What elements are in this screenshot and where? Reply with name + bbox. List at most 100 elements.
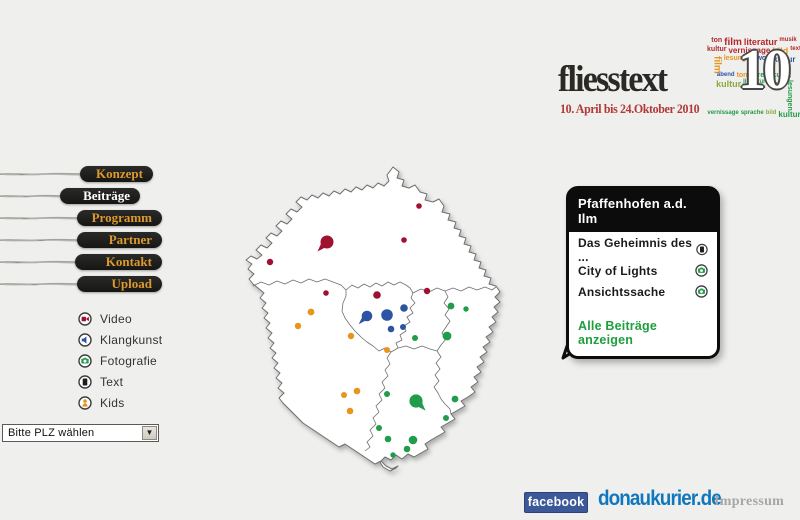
map-dot[interactable] bbox=[401, 237, 407, 243]
site-logo-title: fliesstext bbox=[558, 59, 668, 100]
map-dot[interactable] bbox=[400, 304, 408, 312]
cloud-word: literatur bbox=[743, 37, 778, 48]
cloud-word: sprechkunst bbox=[749, 72, 792, 80]
map-dot[interactable] bbox=[341, 392, 347, 398]
cloud-word: ton bbox=[711, 37, 723, 45]
map-dot[interactable] bbox=[442, 331, 452, 341]
legend-label: Kids bbox=[100, 395, 125, 410]
map-inner-borders bbox=[252, 278, 497, 452]
map-dot[interactable] bbox=[266, 258, 274, 266]
map-dot[interactable] bbox=[381, 309, 393, 321]
nav-item-kontakt[interactable]: Kontakt bbox=[75, 254, 162, 270]
map-dot[interactable] bbox=[361, 310, 373, 322]
cloud-word: text bbox=[767, 78, 784, 89]
entry-title: Das Geheimnis des ... bbox=[578, 235, 693, 264]
map-dot[interactable] bbox=[347, 332, 355, 340]
map-dot-tail bbox=[317, 242, 327, 252]
category-legend: Video Klangkunst Fotografie Text Kids bbox=[78, 308, 162, 413]
map-dot[interactable] bbox=[409, 394, 423, 408]
nav-item-upload[interactable]: Upload bbox=[77, 276, 162, 292]
brush-stroke bbox=[0, 260, 87, 264]
map-dot[interactable] bbox=[443, 415, 449, 421]
nav-item-beitraege[interactable]: Beiträge bbox=[60, 188, 140, 204]
video-icon bbox=[78, 312, 92, 326]
brush-stroke bbox=[0, 282, 89, 286]
map-dot[interactable] bbox=[384, 347, 390, 353]
map-dot[interactable] bbox=[307, 308, 315, 316]
brush-stroke bbox=[0, 238, 89, 242]
map-dot[interactable] bbox=[384, 435, 392, 443]
legend-label: Text bbox=[100, 374, 124, 389]
entry-title: City of Lights bbox=[578, 263, 658, 278]
legend-item-fotografie[interactable]: Fotografie bbox=[78, 350, 162, 371]
popup-title: Pfaffenhofen a.d. Ilm bbox=[569, 189, 717, 232]
legend-item-klangkunst[interactable]: Klangkunst bbox=[78, 329, 162, 350]
cloud-word: sprache bbox=[740, 109, 764, 116]
kids-icon bbox=[78, 396, 92, 410]
nav-item-programm[interactable]: Programm bbox=[77, 210, 162, 226]
district-map bbox=[245, 166, 501, 472]
map-dot[interactable] bbox=[408, 435, 418, 445]
logo-word-cloud-words: ton film literatur musik kultur vernissage bil… bbox=[706, 16, 800, 140]
text-icon bbox=[78, 375, 92, 389]
map-dot[interactable] bbox=[463, 306, 469, 312]
chevron-down-icon[interactable]: ▼ bbox=[142, 426, 157, 440]
cloud-word: kultur bbox=[707, 46, 727, 54]
plz-select[interactable]: Bitte PLZ wählen ▼ bbox=[2, 424, 159, 442]
cloud-word: wort bbox=[756, 54, 772, 62]
map-dot[interactable] bbox=[412, 335, 418, 341]
map-dot[interactable] bbox=[400, 324, 406, 330]
map-dot[interactable] bbox=[353, 387, 361, 395]
sound-icon bbox=[78, 333, 92, 347]
brush-stroke bbox=[0, 216, 89, 220]
cloud-word: lesungen bbox=[723, 54, 755, 62]
map-dot[interactable] bbox=[320, 235, 334, 249]
map-dot[interactable] bbox=[451, 395, 459, 403]
popup-entry[interactable]: Das Geheimnis des ... bbox=[578, 236, 708, 264]
map-dot[interactable] bbox=[384, 391, 390, 397]
all-entries-link[interactable]: Alle Beiträge anzeigen bbox=[578, 319, 658, 347]
donaukurier-link[interactable]: donaukurier.de bbox=[598, 487, 722, 510]
nav-item-konzept[interactable]: Konzept bbox=[80, 166, 153, 182]
map-dot-tail bbox=[416, 401, 426, 411]
cloud-word: film bbox=[711, 55, 723, 74]
facebook-link[interactable]: facebook bbox=[524, 492, 588, 513]
cloud-word: vernissage bbox=[728, 46, 771, 56]
legend-item-video[interactable]: Video bbox=[78, 308, 162, 329]
cloud-word: bild bbox=[772, 46, 789, 57]
map-dot[interactable] bbox=[346, 407, 354, 415]
map-dot[interactable] bbox=[294, 322, 302, 330]
nav-item-partner[interactable]: Partner bbox=[77, 232, 162, 248]
legend-item-kids[interactable]: Kids bbox=[78, 392, 162, 413]
cloud-word: text bbox=[790, 46, 800, 53]
popup-body: Das Geheimnis des ... City of Lights Ans… bbox=[569, 232, 717, 356]
map-dot[interactable] bbox=[376, 425, 382, 431]
map-dot[interactable] bbox=[403, 445, 411, 453]
cloud-word: film bbox=[724, 37, 742, 49]
cloud-word: kultur bbox=[716, 78, 742, 89]
legend-label: Fotografie bbox=[100, 353, 158, 368]
cloud-word: musik bbox=[779, 37, 797, 44]
camera-icon bbox=[695, 285, 708, 298]
map-dot[interactable] bbox=[373, 291, 381, 299]
legend-label: Klangkunst bbox=[100, 332, 163, 347]
legend-item-text[interactable]: Text bbox=[78, 371, 162, 392]
cloud-word: literatur bbox=[743, 78, 766, 85]
text-icon bbox=[696, 243, 708, 256]
cloud-word: bild bbox=[765, 109, 777, 116]
cloud-word: kultur bbox=[778, 109, 800, 119]
map-dot[interactable] bbox=[390, 452, 396, 458]
brush-stroke bbox=[0, 172, 92, 176]
map-dot[interactable] bbox=[423, 287, 431, 295]
popup-entry[interactable]: Ansichtssache bbox=[578, 281, 708, 302]
map-dot[interactable] bbox=[323, 290, 329, 296]
popup-entry[interactable]: City of Lights bbox=[578, 260, 708, 281]
legend-label: Video bbox=[100, 311, 132, 326]
cloud-word: ton bbox=[736, 72, 748, 80]
camera-icon bbox=[78, 354, 92, 368]
map-dot[interactable] bbox=[416, 203, 422, 209]
map-dot[interactable] bbox=[447, 302, 455, 310]
map-dot[interactable] bbox=[387, 325, 395, 333]
impressum-link[interactable]: Impressum bbox=[714, 494, 785, 509]
